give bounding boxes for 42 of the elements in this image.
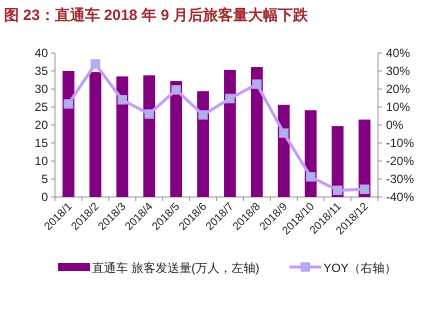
chart-title: 图 23：直通车 2018 年 9 月后旅客量大幅下跌 xyxy=(4,6,310,24)
y2-tick-label: -20% xyxy=(386,154,414,168)
bar xyxy=(62,71,74,197)
bar xyxy=(358,120,370,197)
bar xyxy=(89,72,102,197)
y2-tick-label: -40% xyxy=(386,190,414,204)
y-tick-label: 5 xyxy=(41,172,48,186)
legend-label: 直通车 旅客发送量(万人，左轴) xyxy=(92,261,260,275)
y-tick-label: 10 xyxy=(34,154,48,168)
point xyxy=(171,85,181,95)
point xyxy=(360,184,370,194)
y2-tick-label: 30% xyxy=(386,64,410,78)
y2-tick-label: -30% xyxy=(386,172,414,186)
y-tick-label: 20 xyxy=(34,118,48,132)
point xyxy=(279,128,289,138)
y-tick-label: 25 xyxy=(34,100,48,114)
y-tick-label: 0 xyxy=(41,190,48,204)
y2-tick-label: -10% xyxy=(386,136,414,150)
point xyxy=(144,109,154,119)
point xyxy=(225,94,235,104)
y2-tick-label: 10% xyxy=(386,100,410,114)
y2-tick-label: 20% xyxy=(386,82,410,96)
bar xyxy=(116,76,128,197)
bar xyxy=(170,81,182,197)
y-tick-label: 35 xyxy=(34,64,48,78)
y-tick-label: 40 xyxy=(34,46,48,60)
y-tick-label: 30 xyxy=(34,82,48,96)
bar xyxy=(250,67,263,197)
point xyxy=(252,79,262,89)
bar xyxy=(143,75,156,197)
point xyxy=(118,95,128,105)
y2-tick-label: 40% xyxy=(386,46,410,60)
point xyxy=(332,186,342,196)
y2-tick-label: 0% xyxy=(386,118,404,132)
bar xyxy=(197,91,209,197)
legend-label: YOY（右轴） xyxy=(323,261,397,275)
y-tick-label: 15 xyxy=(34,136,48,150)
bar xyxy=(224,70,236,197)
point xyxy=(90,59,100,69)
point xyxy=(64,99,74,109)
point xyxy=(198,110,208,120)
point xyxy=(306,172,316,182)
